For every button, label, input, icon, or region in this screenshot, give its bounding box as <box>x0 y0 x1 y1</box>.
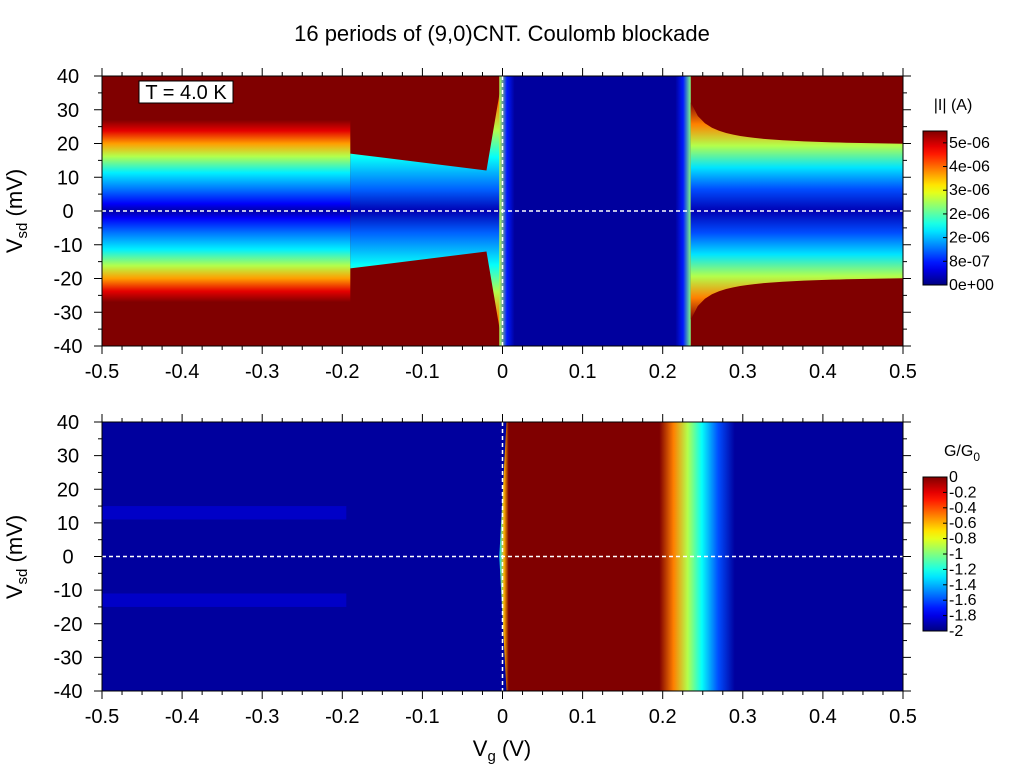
colorbar-title: |I| (A) <box>934 97 973 114</box>
y-tick-label: 30 <box>57 100 79 122</box>
conduction-region <box>499 422 735 691</box>
x-tick-label: -0.5 <box>85 706 119 728</box>
colorbar-tick-label: -1.2 <box>949 561 977 578</box>
y-tick-label: -20 <box>54 269 83 291</box>
conductance-stripe-lower <box>102 593 347 607</box>
temperature-annotation: T = 4.0 K <box>138 80 234 104</box>
x-tick-label: 0.3 <box>729 706 757 728</box>
annotation-box <box>138 80 234 104</box>
colorbar-tick-label: 2e-06 <box>949 230 990 247</box>
x-tick-label: -0.2 <box>325 361 359 383</box>
chart-title: 16 periods of (9,0)CNT. Coulomb blockade <box>294 21 710 46</box>
x-tick-label: -0.4 <box>165 361 199 383</box>
colorbar-tick-label: -1.8 <box>949 608 977 625</box>
x-tick-label: -0.4 <box>165 706 199 728</box>
zero-dashed-lines <box>102 76 903 346</box>
y-axis-title: Vsd (mV) <box>2 169 31 253</box>
x-tick-label: -0.3 <box>245 361 279 383</box>
y-tick-label: 0 <box>62 201 73 223</box>
colorbar-tick-label: 5e-06 <box>949 135 990 152</box>
current-colorbar: |I| (A) 0e+00 8e-07 2e-06 2e-06 3e-06 4e-06 5e… <box>922 97 994 294</box>
y-tick-label: 20 <box>57 479 79 501</box>
conductance-stripe-upper <box>102 506 347 520</box>
x-tick-label: -0.1 <box>405 706 439 728</box>
x-tick-label: -0.5 <box>85 361 119 383</box>
colorbar-tick-label: 4e-06 <box>949 159 990 176</box>
y-tick-label: -10 <box>54 235 83 257</box>
colorbar-title: G/G0 <box>944 443 980 464</box>
annotation-text: T = 4.0 K <box>145 82 227 104</box>
x-axis-title: Vg (V) <box>473 736 531 765</box>
x-tick-label: 0.3 <box>729 361 757 383</box>
x-tick-label: 0.4 <box>809 361 837 383</box>
colorbar-tick-label: -1 <box>949 546 963 563</box>
y-tick-label: 30 <box>57 446 79 468</box>
y-tick-label: 20 <box>57 134 79 156</box>
colorbar-tick-label: -2 <box>949 623 963 640</box>
conductance-colorbar: G/G0 0-0.2-0.4-0.6-0.8-1-1.2-1.4-1.6-1.8… <box>922 443 980 640</box>
x-tick-label: 0 <box>497 361 508 383</box>
colorbar-tick-label: 2e-06 <box>949 206 990 223</box>
y-tick-label: -10 <box>54 580 83 602</box>
y-tick-label: 40 <box>57 412 79 434</box>
x-tick-label: -0.1 <box>405 361 439 383</box>
conductance-heatmap-panel: -0.5 -0.4 -0.3 -0.2 -0.1 0 0.1 0.2 0.3 0.4 0.5 -40 -… <box>2 412 980 765</box>
current-band-middle <box>350 76 511 346</box>
colorbar-scale <box>922 130 948 286</box>
colorbar-tick-label: -0.8 <box>949 531 977 548</box>
x-tick-label: 0.1 <box>569 706 597 728</box>
y-tick-label: 0 <box>62 547 73 569</box>
y-tick-label: -40 <box>54 336 83 358</box>
x-tick-label: 0.2 <box>649 361 677 383</box>
colorbar-tick-label: 0e+00 <box>949 277 994 294</box>
x-tick-label: -0.2 <box>325 706 359 728</box>
y-tick-label: -30 <box>54 647 83 669</box>
y-tick-label: 10 <box>57 513 79 535</box>
colorbar-tick-label: 0 <box>949 469 958 486</box>
y-tick-label: 10 <box>57 167 79 189</box>
axis-ticks: -0.5 -0.4 -0.3 -0.2 -0.1 0 0.1 0.2 0.3 0.4 0.5 -40 -… <box>54 66 917 383</box>
colorbar-tick-label: -0.4 <box>949 500 977 517</box>
colorbar-tick-label: -0.2 <box>949 484 977 501</box>
colorbar-tick-label: -1.6 <box>949 592 977 609</box>
x-tick-label: 0.5 <box>889 706 917 728</box>
y-tick-label: -20 <box>54 614 83 636</box>
y-tick-label: -30 <box>54 302 83 324</box>
axis-ticks: -0.5 -0.4 -0.3 -0.2 -0.1 0 0.1 0.2 0.3 0.4 0.5 -40 -… <box>54 412 917 728</box>
y-tick-label: -40 <box>54 681 83 703</box>
x-tick-label: 0.4 <box>809 706 837 728</box>
colorbar-tick-label: -1.4 <box>949 577 977 594</box>
y-axis-title: Vsd (mV) <box>2 515 31 599</box>
x-tick-label: 0.1 <box>569 361 597 383</box>
colorbar-tick-label: 8e-07 <box>949 253 990 270</box>
colorbar-tick-label: -0.6 <box>949 515 977 532</box>
x-tick-label: 0 <box>497 706 508 728</box>
x-tick-label: 0.2 <box>649 706 677 728</box>
zero-dashed-lines <box>102 422 903 691</box>
x-tick-label: -0.3 <box>245 706 279 728</box>
colorbar-tick-label: 3e-06 <box>949 182 990 199</box>
current-heatmap-panel: T = 4.0 K -0.5 -0.4 -0.3 -0.2 -0.1 0 0.1 0.2 0.3… <box>2 66 994 383</box>
y-tick-label: 40 <box>57 66 79 88</box>
x-tick-label: 0.5 <box>889 361 917 383</box>
